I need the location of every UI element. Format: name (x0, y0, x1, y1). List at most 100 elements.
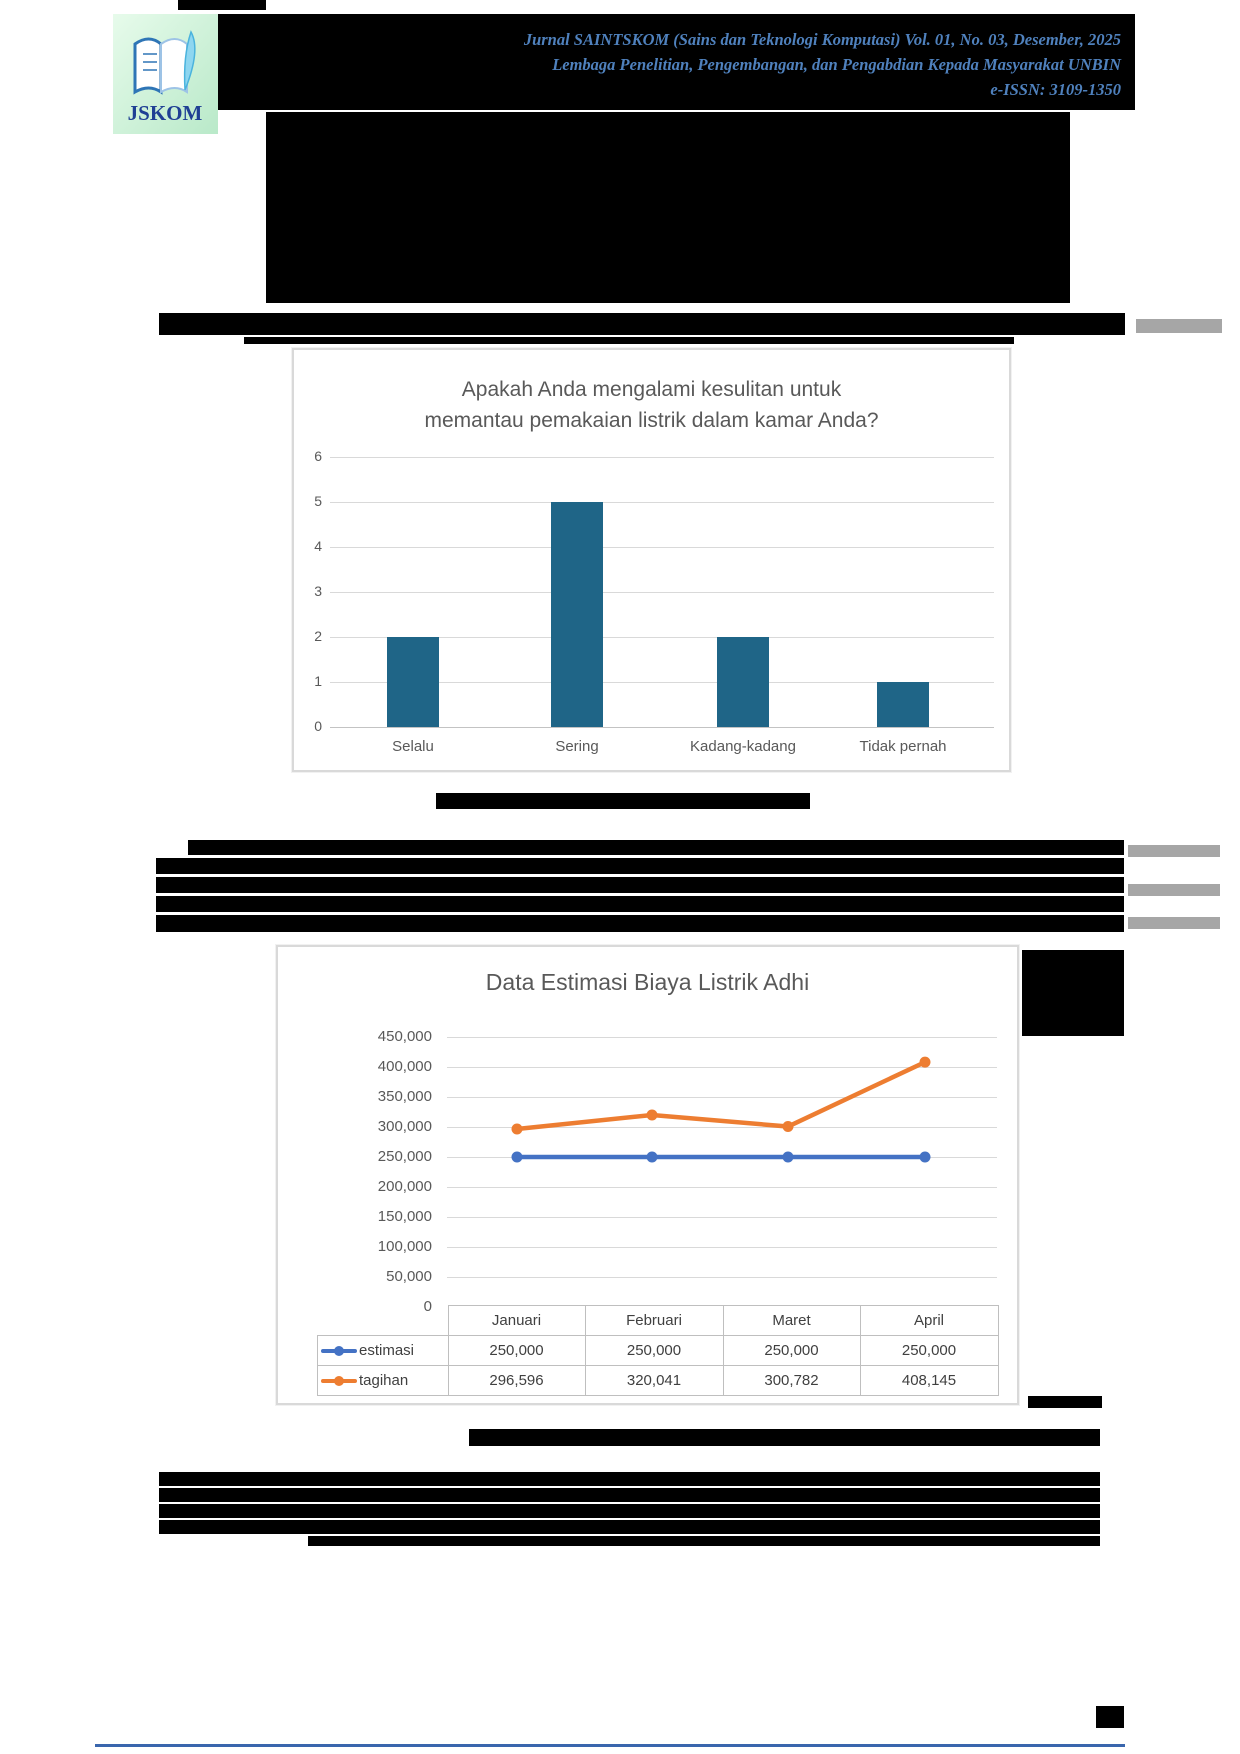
table-corner-cell (318, 1306, 449, 1336)
redacted-paragraph-a-line4 (156, 896, 1124, 912)
jskom-logo-icon: JSKOM (113, 14, 218, 134)
redacted-paragraph-a-line2 (156, 858, 1124, 874)
legend-label: estimasi (359, 1342, 415, 1359)
gridline (330, 637, 994, 638)
redacted-figure1-caption (436, 793, 810, 809)
bar-Tidak pernah (877, 682, 929, 727)
redacted-paragraph-b-line3 (159, 1504, 1100, 1518)
data-point-estimasi (919, 1151, 931, 1163)
y-axis-tick-label: 250,000 (377, 1148, 432, 1165)
gridline (330, 727, 994, 728)
redacted-paragraph-b-line2 (159, 1488, 1100, 1502)
gridline (447, 1277, 997, 1278)
gridline (447, 1037, 997, 1038)
y-axis-tick-label: 350,000 (377, 1088, 432, 1105)
redacted-section-heading-line1 (159, 313, 1125, 335)
legend-marker-icon (321, 1345, 357, 1356)
table-header-Maret: Maret (722, 1305, 861, 1336)
redacted-paragraph-a-line3 (156, 877, 1124, 893)
bar-Sering (551, 502, 603, 727)
table-value-cell: 300,782 (722, 1365, 861, 1396)
table-value-cell: 320,041 (584, 1365, 724, 1396)
y-axis-tick-label: 50,000 (386, 1268, 432, 1285)
gridline (447, 1247, 997, 1248)
y-axis-tick-label: 450,000 (377, 1028, 432, 1045)
table-header-Januari: Januari (447, 1305, 586, 1336)
y-axis-tick-label: 300,000 (377, 1118, 432, 1135)
y-axis-tick-label: 5 (314, 493, 322, 509)
bar-chart-plot-area: 0 1 2 3 4 5 6 Selalu Sering Kadang-kadang Tidak pe… (294, 350, 1013, 774)
bar-chart-title-line1: Apakah Anda mengalami kesulitan untuk (461, 378, 842, 401)
gridline (447, 1187, 997, 1188)
gridline (447, 1217, 997, 1218)
gridline (330, 502, 994, 503)
legend-marker-icon (321, 1375, 357, 1386)
redacted-title-authors-block (266, 112, 1070, 303)
redacted-side-block-bottom (1028, 1396, 1102, 1408)
y-axis-tick-label: 1 (314, 673, 322, 689)
redacted-paragraph-b-line5 (308, 1536, 1100, 1546)
line-chart-panel: Data Estimasi Biaya Listrik Adhi 0 50,000… (276, 945, 1019, 1405)
redacted-heading-side-note (1136, 319, 1222, 333)
journal-publisher-line: Lembaga Penelitian, Pengembangan, dan Pe… (552, 55, 1121, 74)
journal-logo: JSKOM (113, 14, 218, 134)
redacted-paragraph-a-line5 (156, 915, 1124, 932)
redacted-side-block-top (1022, 950, 1124, 1036)
gridline (330, 547, 994, 548)
table-value-cell: 408,145 (859, 1365, 999, 1396)
data-point-estimasi (646, 1151, 658, 1163)
data-point-tagihan (782, 1121, 794, 1133)
redacted-paragraph-b-line1 (159, 1472, 1100, 1486)
gridline (447, 1127, 997, 1128)
gridline (447, 1067, 997, 1068)
legend-label: tagihan (359, 1372, 409, 1389)
x-axis-category-label: Tidak pernah (859, 738, 947, 755)
y-axis-tick-label: 400,000 (377, 1058, 432, 1075)
data-point-tagihan (511, 1123, 523, 1135)
bar-chart-panel: Apakah Anda mengalami kesulitan untuk me… (292, 348, 1011, 772)
y-axis-tick-label: 100,000 (377, 1238, 432, 1255)
chart-data-table: Januari Februari Maret April estimasi 250,000… (317, 1305, 999, 1396)
line-chart-title: Data Estimasi Biaya Listrik Adhi (485, 969, 810, 995)
footer-rule (95, 1744, 1125, 1747)
redacted-paragraph-b-line4 (159, 1520, 1100, 1534)
bar-Kadang-kadang (717, 637, 769, 727)
legend-marker-dot-icon (334, 1345, 344, 1356)
gridline (447, 1097, 997, 1098)
table-value-cell: 250,000 (447, 1335, 586, 1366)
legend-cell-tagihan: tagihan (317, 1365, 449, 1396)
y-axis-tick-label: 150,000 (377, 1208, 432, 1225)
line-chart-plot-area: 0 50,000 100,000 150,000 200,000 250,000 300,0… (278, 947, 1021, 1407)
y-axis-tick-label: 0 (314, 718, 322, 734)
y-axis-tick-label: 200,000 (377, 1178, 432, 1195)
y-axis-tick-label: 3 (314, 583, 322, 599)
series-line-tagihan (516, 1060, 926, 1132)
table-header-Februari: Februari (584, 1305, 724, 1336)
x-axis-category-label: Sering (555, 738, 599, 755)
data-point-estimasi (511, 1151, 523, 1163)
redacted-margin-note-2 (1128, 884, 1220, 896)
y-axis-tick-label: 6 (314, 448, 322, 464)
redacted-section-heading-line2 (244, 337, 1014, 344)
y-axis-tick-label: 0 (423, 1298, 432, 1315)
journal-title-line: Jurnal SAINTSKOM (Sains dan Teknologi Ko… (523, 30, 1121, 49)
line-series-canvas (511, 1056, 931, 1163)
redacted-margin-note-1 (1128, 845, 1220, 857)
legend-cell-estimasi: estimasi (317, 1335, 449, 1366)
gridline (330, 592, 994, 593)
x-axis-category-label: Selalu (392, 738, 434, 755)
y-axis-tick-label: 2 (314, 628, 322, 644)
data-point-estimasi (782, 1151, 794, 1163)
table-header-April: April (859, 1305, 999, 1336)
table-value-cell: 250,000 (722, 1335, 861, 1366)
table-value-cell: 250,000 (859, 1335, 999, 1366)
data-point-tagihan (919, 1056, 931, 1068)
redacted-margin-note-3 (1128, 917, 1220, 929)
bar-chart-title-line2: memantau pemakaian listrik dalam kamar A… (424, 409, 879, 432)
x-axis-category-label: Kadang-kadang (690, 738, 796, 755)
redacted-figure2-caption (469, 1429, 1100, 1446)
redacted-paragraph-a-line1 (188, 840, 1124, 855)
journal-issn-line: e-ISSN: 3109-1350 (990, 80, 1121, 99)
redacted-page-number (1096, 1706, 1124, 1728)
